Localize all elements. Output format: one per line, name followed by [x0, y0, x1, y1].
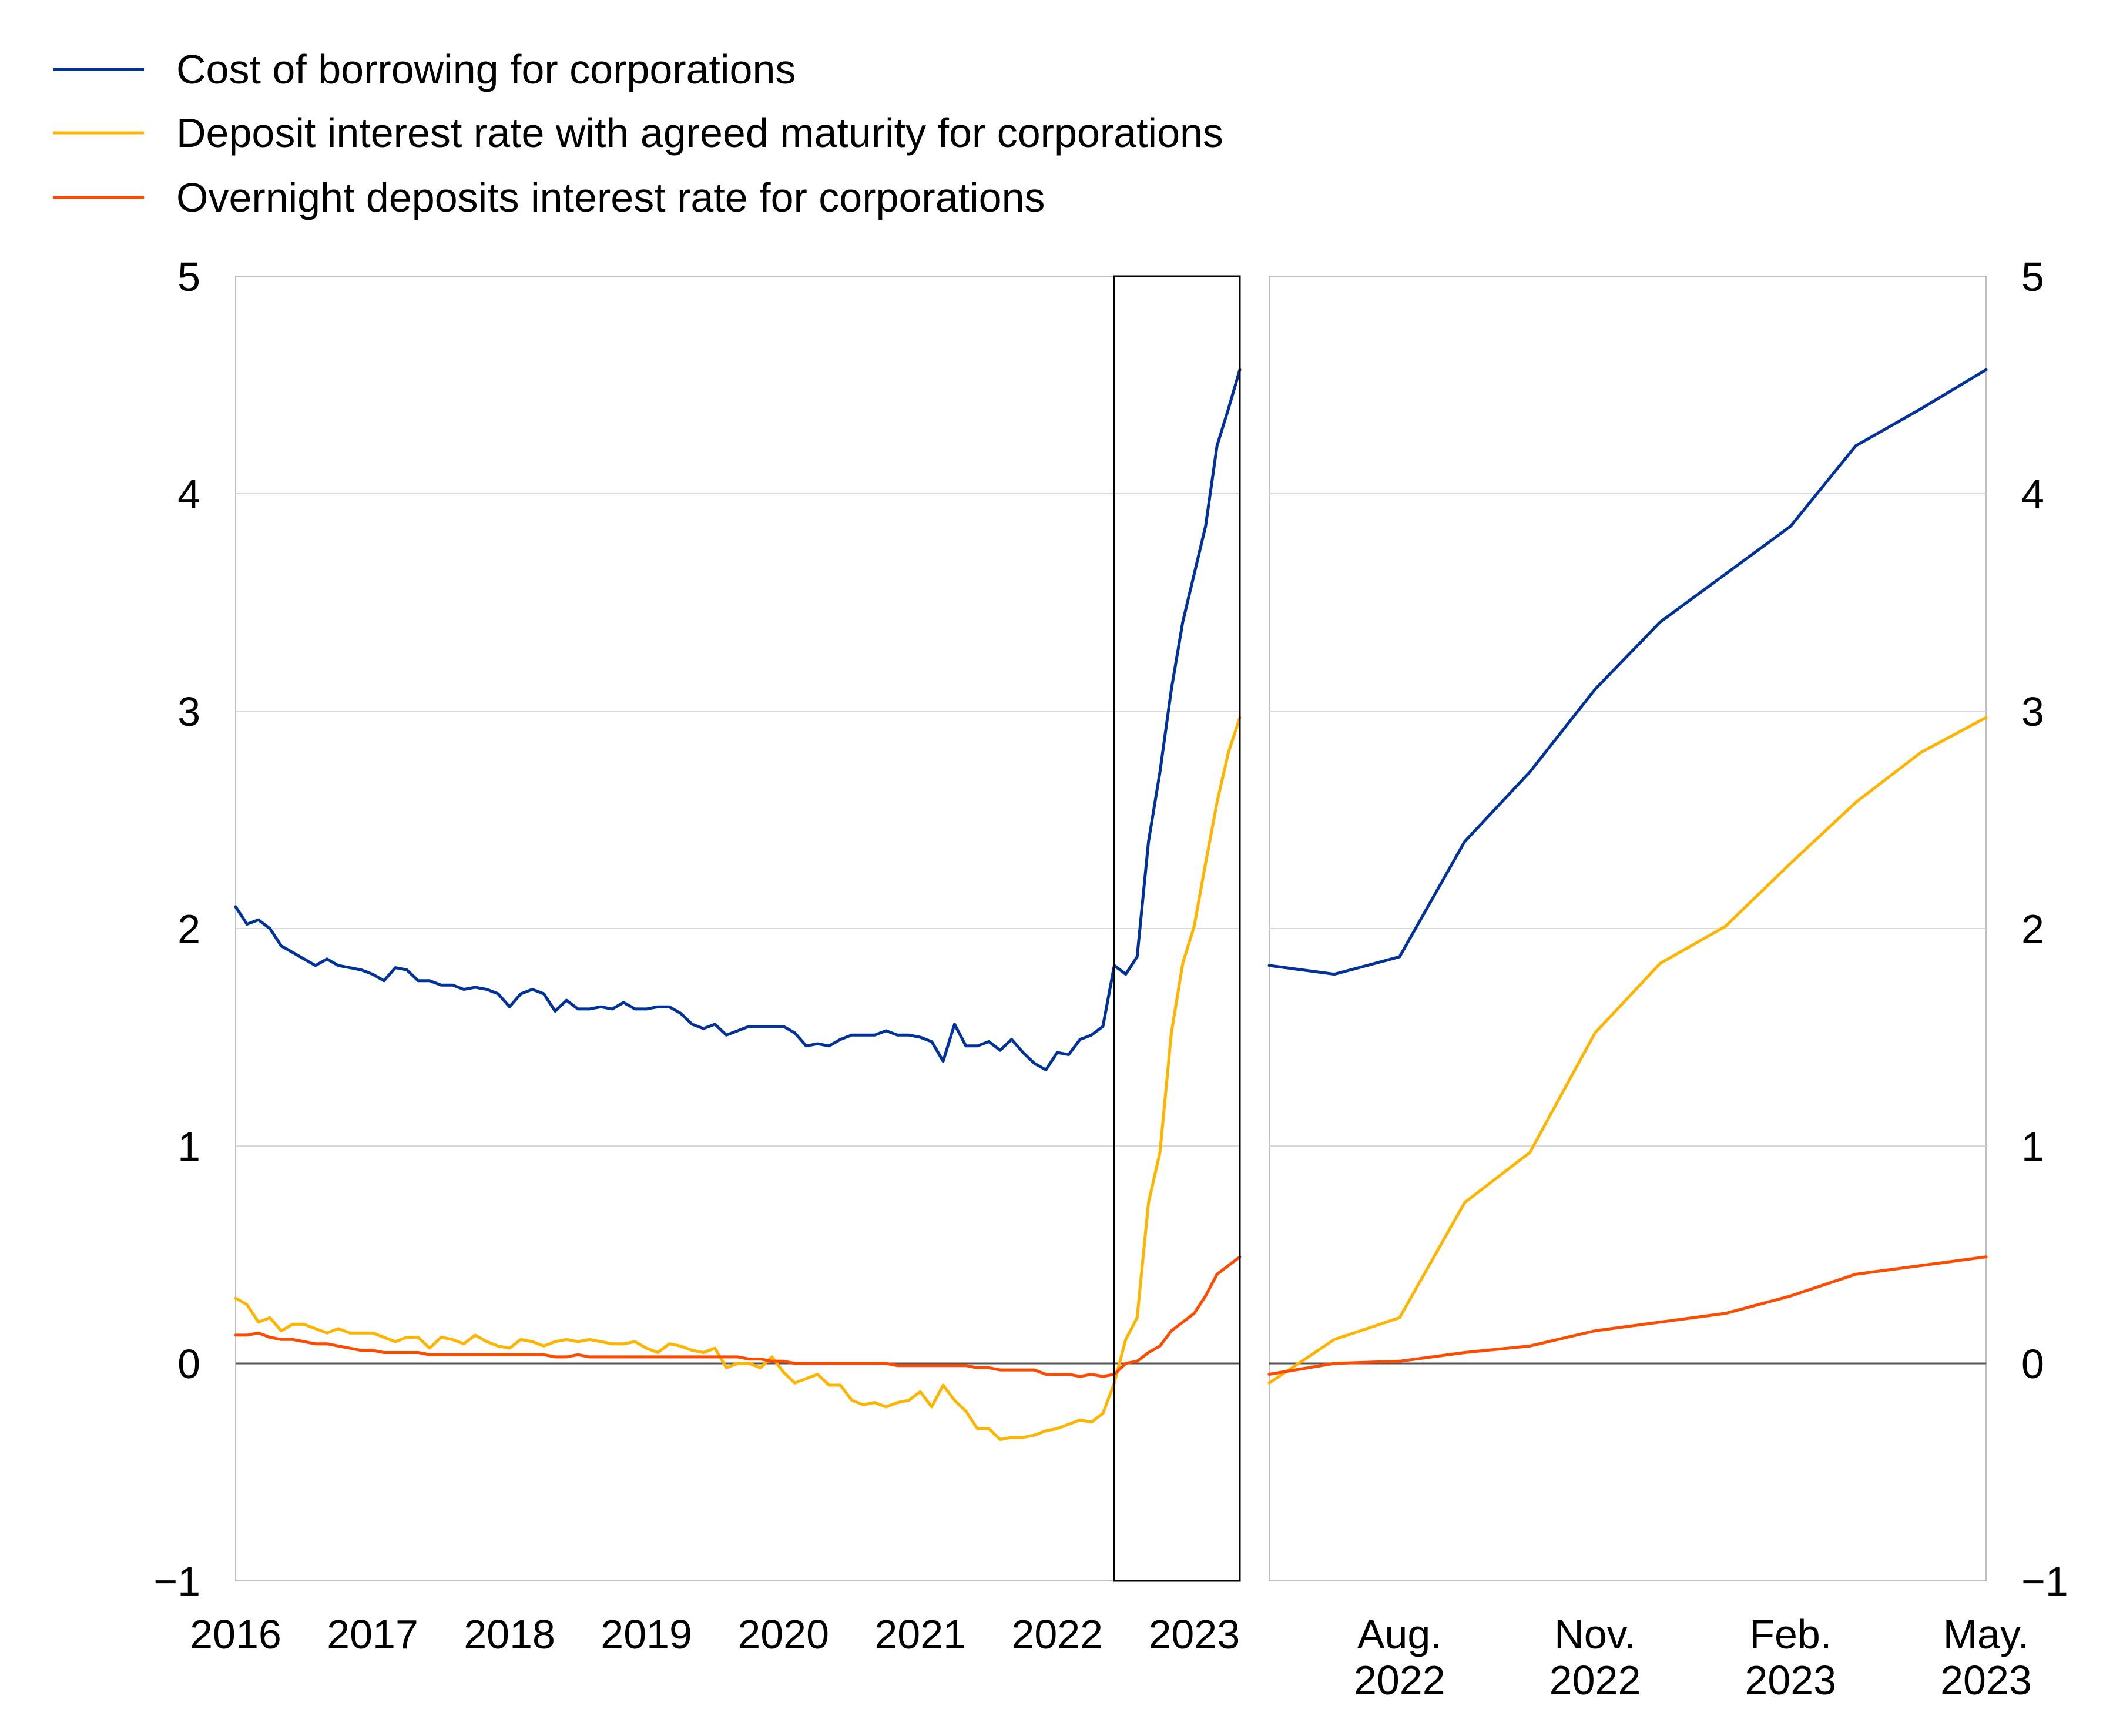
right-y-tick-label: 3	[2021, 689, 2044, 735]
left-y-tick-label: 3	[177, 689, 200, 735]
left-x-tick-label: 2016	[190, 1611, 281, 1657]
right-x-tick-month: Aug.	[1357, 1611, 1442, 1657]
left-series-cost-of-borrowing-for-corporations	[234, 368, 1242, 1071]
right-series-deposit-interest-rate-with-agreed-maturity-for-corporations	[1267, 716, 1988, 1385]
left-y-tick-label: 5	[177, 254, 200, 300]
legend-label: Overnight deposits interest rate for cor…	[176, 175, 1045, 220]
right-y-tick-label: 1	[2021, 1124, 2044, 1169]
left-x-tick-label: 2022	[1011, 1611, 1103, 1657]
right-series-overnight-deposits-interest-rate-for-corporations	[1267, 1255, 1988, 1376]
left-x-tick-label: 2021	[874, 1611, 966, 1657]
legend-label: Cost of borrowing for corporations	[176, 46, 796, 92]
right-x-tick-year: 2022	[1549, 1657, 1641, 1703]
right-x-tick-month: May.	[1943, 1611, 2030, 1657]
right-y-tick-label: 4	[2021, 471, 2044, 517]
right-y-tick-label: −1	[2021, 1559, 2068, 1604]
right-y-tick-label: 0	[2021, 1341, 2044, 1387]
left-panel: 5 4 3 2 1 0 −1 2016 2017 2018 2019 2020 2021 2022 2023	[153, 254, 1242, 1657]
right-y-tick-label: 5	[2021, 254, 2044, 300]
right-x-tick-year: 2023	[1940, 1657, 2032, 1703]
left-x-tick-label: 2023	[1148, 1611, 1240, 1657]
left-series-deposit-interest-rate-with-agreed-maturity-for-corporations	[234, 716, 1242, 1441]
right-series-cost-of-borrowing-for-corporations	[1267, 368, 1988, 976]
left-y-tick-label: 2	[177, 906, 200, 952]
left-x-tick-label: 2018	[464, 1611, 555, 1657]
left-x-tick-label: 2020	[737, 1611, 829, 1657]
left-y-tick-label: −1	[153, 1559, 200, 1604]
left-x-tick-label: 2019	[601, 1611, 692, 1657]
left-y-tick-label: 1	[177, 1124, 200, 1169]
zoom-highlight-box	[1113, 275, 1241, 1582]
legend-label: Deposit interest rate with agreed maturi…	[176, 110, 1223, 156]
left-series-overnight-deposits-interest-rate-for-corporations	[234, 1255, 1242, 1378]
right-x-tick-month: Nov.	[1554, 1611, 1636, 1657]
right-x-tick-year: 2023	[1745, 1657, 1836, 1703]
right-y-tick-label: 2	[2021, 906, 2044, 952]
right-x-tick-month: Feb.	[1749, 1611, 1832, 1657]
left-y-tick-label: 0	[177, 1341, 200, 1387]
left-y-tick-label: 4	[177, 471, 200, 517]
legend: Cost of borrowing for corporations Deposi…	[53, 46, 1223, 220]
right-x-tick-year: 2022	[1354, 1657, 1445, 1703]
left-x-tick-label: 2017	[327, 1611, 418, 1657]
